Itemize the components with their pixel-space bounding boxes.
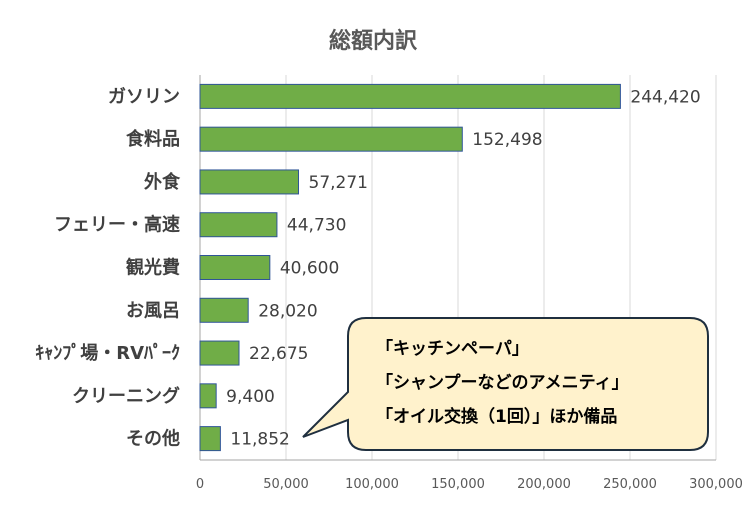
x-tick-label: 150,000 xyxy=(431,477,485,492)
category-label: 外食 xyxy=(144,171,181,193)
value-label: 28,020 xyxy=(258,301,317,321)
bar xyxy=(199,212,278,238)
value-label: 9,400 xyxy=(226,387,275,407)
value-labels: 244,420 152,498 57,271 44,730 40,600 28,020 22… xyxy=(226,87,701,449)
x-tick-label: 200,000 xyxy=(517,477,571,492)
bar xyxy=(199,297,249,323)
category-label: ｷｬﾝﾌﾟ場・RVﾊﾟｰｸ xyxy=(35,342,180,364)
bar xyxy=(199,126,463,152)
category-label: クリーニング xyxy=(72,385,180,407)
callout-bubble xyxy=(302,317,709,451)
x-tick-label: 50,000 xyxy=(263,477,309,492)
bar xyxy=(199,426,221,452)
category-label: お風呂 xyxy=(126,300,180,321)
bar xyxy=(199,255,271,280)
callout-line-1: 「キッチンペーパ」 xyxy=(376,338,529,359)
x-tick-label: 250,000 xyxy=(603,477,657,492)
bar xyxy=(199,383,217,409)
callout-line-3: 「オイル交換（1回）」ほか備品 xyxy=(376,406,617,427)
callout-line-2: 「シャンプーなどのアメニティ」 xyxy=(376,372,629,393)
category-label: 観光費 xyxy=(126,257,180,279)
chart-title: 総額内訳 xyxy=(329,28,418,54)
x-tick-label: 0 xyxy=(196,477,204,492)
bars xyxy=(199,83,621,452)
value-label: 152,498 xyxy=(472,130,542,150)
category-label: その他 xyxy=(126,428,180,450)
bar xyxy=(199,83,621,109)
x-tick-label: 100,000 xyxy=(345,477,399,492)
value-label: 244,420 xyxy=(630,87,700,107)
value-label: 22,675 xyxy=(249,344,308,364)
annotation-callout: 「キッチンペーパ」 「シャンプーなどのアメニティ」 「オイル交換（1回）」ほか備… xyxy=(302,317,709,451)
value-label: 57,271 xyxy=(309,173,368,193)
x-tick-labels: 0 50,000 100,000 150,000 200,000 250,000 300,0… xyxy=(196,477,743,492)
bar xyxy=(199,169,300,195)
category-label: 食料品 xyxy=(125,128,180,150)
category-label: ガソリン xyxy=(108,86,180,107)
x-tick-label: 300,000 xyxy=(689,477,743,492)
value-label: 40,600 xyxy=(280,259,339,279)
bar xyxy=(199,340,240,366)
value-label: 44,730 xyxy=(287,216,346,236)
value-label: 11,852 xyxy=(230,430,289,450)
category-label: フェリー・高速 xyxy=(54,214,180,236)
